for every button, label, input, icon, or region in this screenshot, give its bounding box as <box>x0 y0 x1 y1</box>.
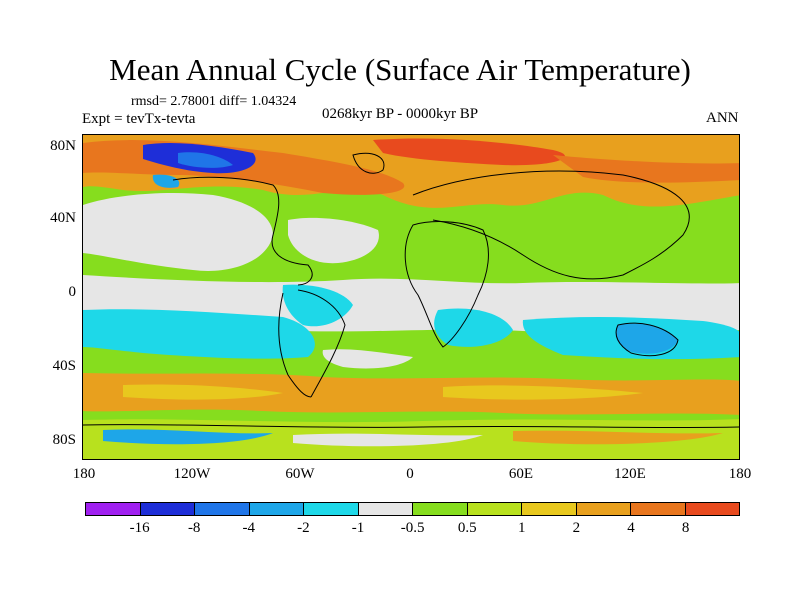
southern-ocean-mid <box>123 384 283 400</box>
colorbar-swatch <box>249 503 304 515</box>
stats-label: rmsd= 2.78001 diff= 1.04324 <box>131 94 297 109</box>
colorbar-swatch <box>304 503 359 515</box>
map-canvas <box>83 135 739 459</box>
north-america-coast <box>172 176 313 286</box>
south-america-west-coast <box>278 292 312 398</box>
lat-tick-label: 40N <box>50 210 76 226</box>
southern-ocean-mid <box>443 385 643 400</box>
colorbar-swatch <box>358 503 413 515</box>
colorbar-label: -2 <box>297 520 310 536</box>
antarctic-neutral-patch <box>293 433 483 447</box>
colorbar-label: -1 <box>351 520 365 536</box>
coastlines <box>83 152 739 429</box>
colorbar-swatch <box>522 503 577 515</box>
lon-tick-label: 0 <box>406 466 414 482</box>
lat-tick-label: 0 <box>68 284 77 300</box>
greenland-coast <box>352 152 385 174</box>
eurasia-coast <box>412 170 690 280</box>
season-label: ANN <box>706 110 739 126</box>
lat-tick-label: 40S <box>52 358 76 374</box>
lon-tick-label: 180 <box>728 466 752 482</box>
lon-tick-label: 60E <box>508 466 534 482</box>
north-atlantic-neutral <box>288 217 379 264</box>
lon-tick-label: 120E <box>614 466 646 482</box>
south-pacific-cool <box>83 309 315 359</box>
colorbar-swatch <box>86 503 141 515</box>
southern-ocean-warm <box>83 373 739 415</box>
antarctic-cool-patch <box>103 429 273 445</box>
colorbar <box>85 502 740 516</box>
colorbar-label: 4 <box>627 520 635 536</box>
south-america-coast <box>297 289 346 398</box>
colorbar-label: 0.5 <box>457 520 477 536</box>
siberia-hot-region <box>373 138 565 166</box>
south-atlantic-neutral <box>322 349 413 369</box>
chart-title: Mean Annual Cycle (Surface Air Temperatu… <box>109 52 691 87</box>
lat-tick-label: 80N <box>50 138 76 154</box>
colorbar-label: 8 <box>681 520 690 536</box>
antarctica-coast <box>83 424 739 429</box>
australia-coast <box>615 322 679 357</box>
africa-coast <box>404 221 489 348</box>
lat-tick-label: 80S <box>52 432 76 448</box>
colorbar-swatch <box>467 503 522 515</box>
lon-tick-label: 60W <box>285 466 315 482</box>
hudson-cool-region <box>178 152 233 168</box>
colorbar-swatch <box>195 503 250 515</box>
colorbar-label: 2 <box>572 520 581 536</box>
antarctic-warm-patch <box>513 430 723 445</box>
colorbar-swatch <box>140 503 195 515</box>
lon-tick-label: 180 <box>72 466 96 482</box>
colorbar-label: -16 <box>129 520 150 536</box>
experiment-label: Expt = tevTx-tevta <box>82 111 196 127</box>
colorbar-label: -0.5 <box>400 520 425 536</box>
north-pacific-neutral <box>83 193 273 271</box>
colorbar-swatch <box>685 503 739 515</box>
alaska-cool-region <box>152 174 180 188</box>
eurasia-warm-region <box>553 155 739 183</box>
colorbar-label: -8 <box>187 520 201 536</box>
lon-tick-label: 120W <box>173 466 211 482</box>
australia-cool <box>615 323 678 354</box>
temperature-anomaly-map <box>82 134 740 460</box>
colorbar-label: 1 <box>518 520 526 536</box>
period-label: 0268kyr BP - 0000kyr BP <box>322 106 479 122</box>
colorbar-swatch <box>576 503 631 515</box>
colorbar-label: -4 <box>242 520 256 536</box>
tropical-atlantic-cool <box>282 284 353 327</box>
colorbar-swatch <box>413 503 468 515</box>
colorbar-swatch <box>631 503 686 515</box>
